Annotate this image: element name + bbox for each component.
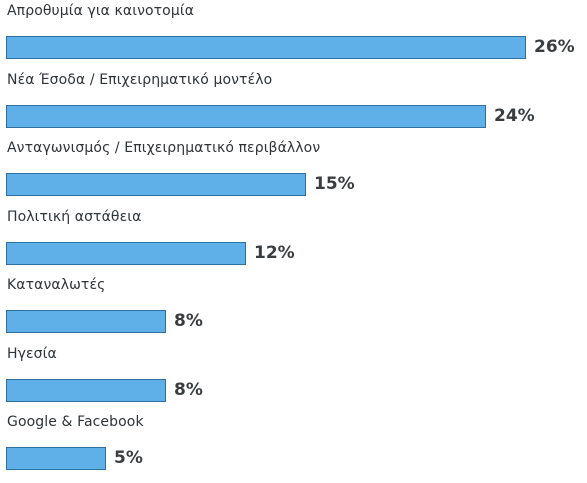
bar	[6, 447, 106, 470]
value-label: 15%	[314, 174, 355, 194]
value-label: 5%	[114, 448, 143, 468]
bar	[6, 310, 166, 333]
bar	[6, 173, 306, 196]
value-label: 8%	[174, 311, 203, 331]
bar	[6, 241, 246, 265]
bar	[6, 378, 166, 402]
value-label: 24%	[494, 105, 535, 126]
category-label: Πολιτική αστάθεια	[7, 208, 142, 225]
value-label: 8%	[174, 379, 203, 400]
category-label: Απροθυμία για καινοτομία	[7, 3, 195, 19]
category-label: Ανταγωνισμός / Επιχειρηματικό περιβάλλον	[7, 140, 321, 156]
value-label: 12%	[254, 242, 295, 263]
category-label: Google & Facebook	[7, 414, 144, 430]
category-label: Καταναλωτές	[7, 277, 106, 293]
category-label: Ηγεσία	[7, 345, 57, 362]
bar	[6, 36, 526, 59]
value-label: 26%	[534, 37, 575, 57]
category-label: Νέα Έσοδα / Επιχειρηματικό μοντέλο	[7, 71, 273, 88]
bar	[6, 104, 486, 128]
